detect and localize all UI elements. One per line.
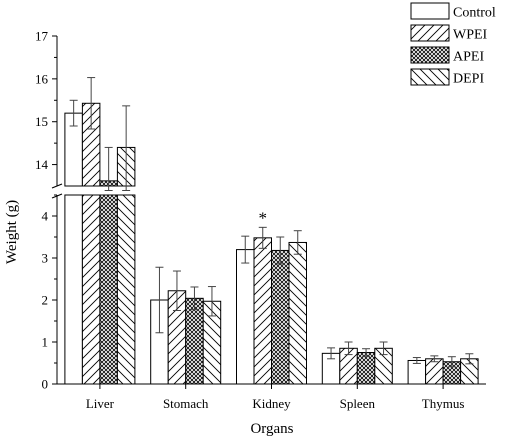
y-tick-label: 4 <box>42 209 49 224</box>
error-bars: * <box>69 77 474 368</box>
y-tick-label: 14 <box>35 157 49 172</box>
bar <box>356 352 376 385</box>
y-tick-label: 0 <box>42 377 49 392</box>
legend-swatch <box>410 46 450 64</box>
bar <box>425 358 444 385</box>
legend-label: APEI <box>453 50 484 65</box>
legend-label: DEPI <box>453 72 484 87</box>
x-tick-label: Spleen <box>340 396 376 411</box>
y-tick-label: 3 <box>42 251 49 266</box>
x-tick-label: Stomach <box>163 396 209 411</box>
legend-label: Control <box>453 6 496 21</box>
bar <box>271 249 290 385</box>
x-axis-title: Organs <box>250 421 293 437</box>
x-axis-category-labels: Liver Stomach Kidney Spleen Thymus <box>86 384 465 411</box>
bar <box>407 359 427 385</box>
bar <box>99 194 118 385</box>
y-tick-label: 1 <box>42 335 49 350</box>
y-axis-upper-ticks: 14 15 16 17 <box>35 29 57 172</box>
y-axis-title: Weight (g) <box>4 200 20 264</box>
bar <box>116 194 136 385</box>
x-tick-label: Kidney <box>252 396 291 411</box>
legend-label: WPEI <box>453 28 488 43</box>
legend-swatch <box>410 24 450 42</box>
legend-swatch <box>410 68 450 86</box>
y-tick-label: 16 <box>35 71 49 86</box>
y-tick-label: 17 <box>35 29 49 44</box>
x-tick-label: Liver <box>86 396 115 411</box>
bar <box>236 249 255 385</box>
axis-break-mark <box>51 193 63 199</box>
bar <box>253 237 272 385</box>
legend-swatch <box>410 2 450 20</box>
y-tick-label: 2 <box>42 293 49 308</box>
y-axis-lower-ticks: 0 1 2 3 4 <box>42 194 57 392</box>
legend: Control WPEI APEI DEPI <box>410 2 496 87</box>
bar <box>81 194 101 385</box>
bar <box>185 297 204 385</box>
x-tick-label: Thymus <box>422 396 465 411</box>
y-tick-label: 15 <box>35 114 48 129</box>
bar-marks <box>64 102 479 385</box>
significance-annotation: * <box>259 208 268 227</box>
axis-break-mark <box>51 183 63 189</box>
bar <box>288 241 307 385</box>
bar <box>64 194 83 385</box>
